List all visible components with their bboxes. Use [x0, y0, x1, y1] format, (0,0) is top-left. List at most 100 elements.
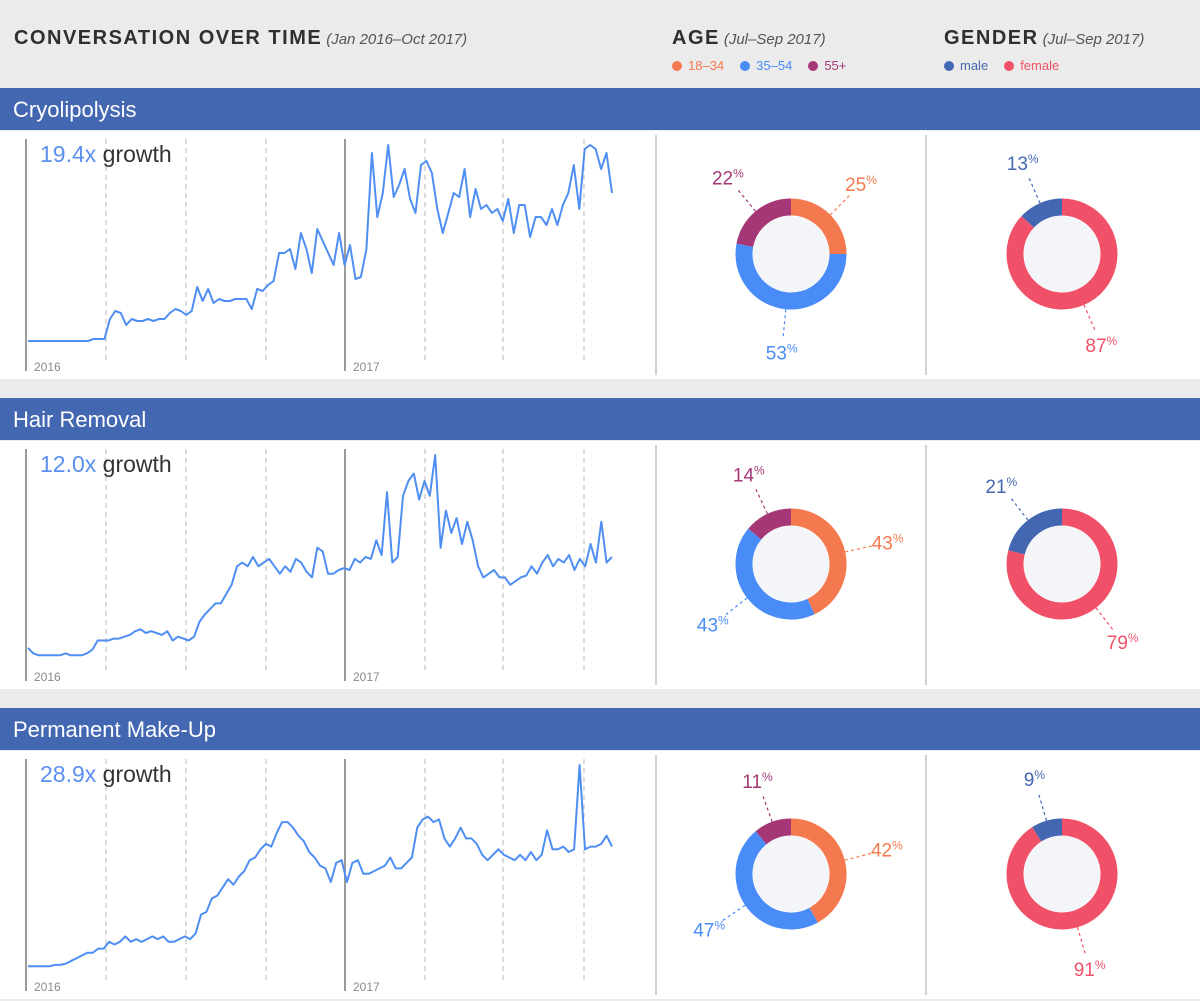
header: CONVERSATION OVER TIME (Jan 2016–Oct 2017… [0, 0, 1200, 88]
male-segment [1032, 818, 1063, 842]
legend-label-18-34: 18–34 [688, 58, 725, 73]
age-legend: 18–34 35–54 55+ [672, 58, 846, 73]
age-title: AGE [672, 27, 720, 49]
section-band-hair-removal: Hair Removal [0, 398, 1200, 440]
leader-line [1038, 794, 1048, 821]
year-tick-label: 2016 [34, 360, 61, 374]
male-segment [1021, 198, 1063, 228]
section-band-cryolipolysis: Cryolipolysis [0, 88, 1200, 130]
conversation-title: CONVERSATION OVER TIME [14, 27, 323, 49]
leader-line [762, 795, 773, 823]
section-title: Cryolipolysis [13, 97, 137, 122]
age-55-plus-pct-label: 14% [733, 463, 765, 486]
section-band-permanent-make-up: Permanent Make-Up [0, 708, 1200, 750]
section-panel-hair-removal: 2016 2017 12.0x growth 43% 43% 14% 79% 21% [0, 441, 1200, 689]
legend-dot-female [1004, 60, 1015, 71]
female-pct-label: 91% [1074, 958, 1106, 981]
female-segment [1006, 508, 1118, 620]
series-line [28, 764, 613, 968]
section-title: Hair Removal [13, 407, 147, 432]
growth-word: growth [102, 761, 172, 787]
gender-legend: male female [944, 58, 1059, 73]
donut-hole [1024, 526, 1100, 602]
age-55-plus-segment [748, 508, 792, 540]
gender-title: GENDER [944, 27, 1039, 49]
growth-value: 12.0x [40, 451, 97, 477]
divider [655, 755, 657, 995]
section-panel-cryolipolysis: 2016 2017 19.4x growth 25% 53% 22% 87% 13% [0, 131, 1200, 379]
growth-word: growth [102, 451, 172, 477]
year-tick-label: 2016 [34, 670, 61, 684]
line-chart: 2016 2017 [25, 139, 613, 374]
male-pct-label: 9% [1024, 768, 1046, 791]
donut-hole [753, 526, 829, 602]
divider [925, 445, 927, 685]
legend-label-35-54: 35–54 [756, 58, 793, 73]
legend-dot-18-34 [672, 60, 682, 71]
gender-header: GENDER (Jul–Sep 2017) [944, 27, 1144, 50]
male-segment [1008, 508, 1063, 555]
legend-label-female: female [1020, 58, 1060, 73]
growth-stat: 28.9x growth [40, 761, 172, 788]
gender-donut-chart: 87% 13% [1006, 152, 1118, 357]
leader-line [844, 852, 872, 861]
age-18-34-pct-label: 25% [845, 173, 877, 196]
age-18-34-pct-label: 43% [872, 531, 904, 554]
line-chart: 2016 2017 [25, 449, 613, 684]
leader-line [725, 597, 748, 616]
gender-range: (Jul–Sep 2017) [1042, 31, 1145, 48]
growth-stat: 12.0x growth [40, 451, 172, 478]
age-range: (Jul–Sep 2017) [723, 31, 826, 48]
series-line [27, 454, 613, 657]
age-35-54-segment [735, 831, 818, 930]
growth-value: 28.9x [40, 761, 97, 787]
age-header: AGE (Jul–Sep 2017) [672, 27, 826, 50]
age-donut-chart: 25% 53% 22% [712, 167, 877, 365]
legend-item-18-34: 18–34 [672, 58, 724, 73]
section-title: Permanent Make-Up [13, 717, 216, 742]
age-18-34-segment [790, 198, 847, 255]
growth-value: 19.4x [40, 141, 97, 167]
line-chart: 2016 2017 [25, 759, 613, 994]
legend-label-male: male [960, 58, 989, 73]
age-18-34-pct-label: 42% [871, 838, 903, 861]
female-segment [1006, 198, 1118, 310]
year-tick-label: 2017 [353, 980, 380, 994]
series-line [28, 144, 613, 342]
age-35-54-segment [735, 528, 815, 620]
female-pct-label: 79% [1107, 631, 1139, 654]
legend-dot-male [944, 60, 954, 71]
growth-stat: 19.4x growth [40, 141, 172, 168]
year-tick-label: 2017 [353, 360, 380, 374]
legend-dot-35-54 [740, 60, 751, 71]
divider [925, 755, 927, 995]
age-donut-chart: 43% 43% 14% [697, 463, 904, 637]
age-55-plus-pct-label: 22% [712, 167, 744, 190]
donut-hole [1024, 836, 1100, 912]
legend-item-35-54: 35–54 [740, 58, 792, 73]
section-panel-permanent-make-up: 2016 2017 28.9x growth 42% 47% 11% 91% 9% [0, 751, 1200, 999]
donut-hole [753, 836, 829, 912]
leader-line [1095, 607, 1114, 630]
legend-item-55-plus: 55+ [808, 58, 846, 73]
age-35-54-pct-label: 47% [693, 919, 725, 942]
age-35-54-pct-label: 43% [697, 614, 729, 637]
gender-donut-chart: 91% 9% [1006, 768, 1118, 981]
age-35-54-pct-label: 53% [766, 342, 798, 365]
growth-word: growth [102, 141, 172, 167]
age-18-34-segment [790, 818, 847, 923]
age-18-34-segment [790, 508, 847, 615]
conversation-range: (Jan 2016–Oct 2017) [326, 31, 468, 48]
leader-line [1010, 498, 1029, 521]
legend-item-female: female [1004, 58, 1059, 73]
leader-line [1076, 927, 1086, 954]
divider [655, 445, 657, 685]
age-55-plus-pct-label: 11% [742, 770, 773, 793]
leader-line [829, 194, 851, 216]
leader-line [782, 309, 787, 337]
conversation-header: CONVERSATION OVER TIME (Jan 2016–Oct 2017… [14, 27, 467, 50]
female-segment [1006, 818, 1118, 930]
donut-hole [1024, 216, 1100, 292]
divider [655, 135, 657, 375]
female-pct-label: 87% [1085, 334, 1117, 357]
